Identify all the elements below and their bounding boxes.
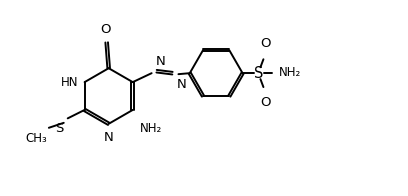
Text: O: O bbox=[260, 37, 271, 50]
Text: NH₂: NH₂ bbox=[279, 66, 302, 79]
Text: S: S bbox=[55, 122, 64, 135]
Text: N: N bbox=[104, 131, 113, 144]
Text: CH₃: CH₃ bbox=[25, 132, 47, 145]
Text: N: N bbox=[176, 78, 186, 91]
Text: O: O bbox=[100, 24, 111, 36]
Text: N: N bbox=[155, 55, 165, 68]
Text: HN: HN bbox=[61, 76, 79, 89]
Text: S: S bbox=[254, 66, 263, 81]
Text: NH₂: NH₂ bbox=[140, 122, 162, 135]
Text: O: O bbox=[260, 96, 271, 109]
